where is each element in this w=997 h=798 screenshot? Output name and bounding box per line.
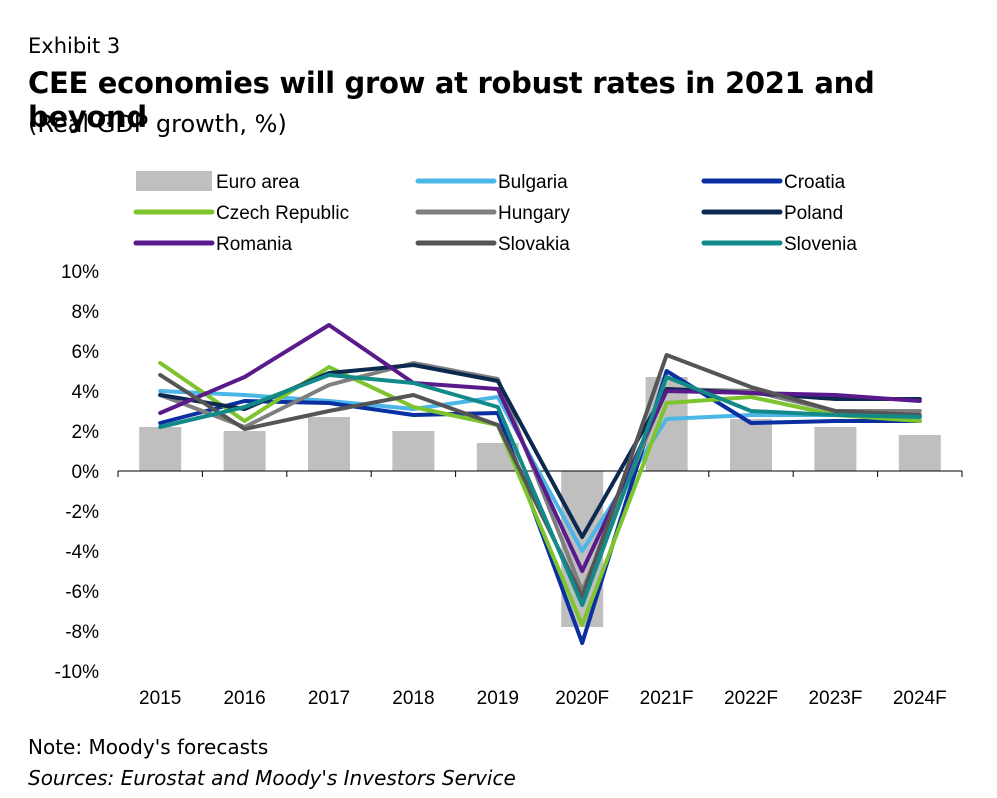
series-line-czech-republic: [158, 361, 922, 627]
note-text: Note: Moody's forecasts: [28, 735, 269, 759]
legend-label-poland: Poland: [784, 203, 843, 224]
x-tick-label: 2016: [223, 688, 265, 709]
y-tick-label: -4%: [65, 542, 99, 563]
y-tick-label: 10%: [61, 262, 99, 283]
y-tick-label: -10%: [55, 662, 99, 683]
euro-area-bar: [392, 431, 435, 471]
x-tick-label: 2019: [477, 688, 519, 709]
euro-area-bar: [308, 417, 350, 471]
euro-area-bar: [139, 427, 182, 471]
legend-label-slovakia: Slovakia: [498, 234, 570, 255]
euro-area-bar: [730, 419, 772, 471]
series-line-slovenia: [158, 373, 922, 607]
euro-area-bar: [898, 435, 941, 471]
legend-label-croatia: Croatia: [784, 172, 846, 193]
y-tick-label: 0%: [72, 462, 100, 483]
chart-subtitle: (Real GDP growth, %): [28, 110, 287, 138]
legend-label-euro-area: Euro area: [216, 172, 300, 193]
x-tick-label: 2021F: [640, 688, 694, 709]
exhibit-label: Exhibit 3: [28, 34, 121, 58]
y-tick-label: 6%: [72, 342, 100, 363]
chart-title: CEE economies will grow at robust rates …: [28, 66, 875, 134]
legend: Euro area Bulgaria Croatia Czech Republic Hu…: [133, 171, 857, 255]
x-tick-label: 2022F: [724, 688, 778, 709]
y-tick-label: -8%: [65, 622, 99, 643]
legend-label-slovenia: Slovenia: [784, 234, 857, 255]
legend-label-bulgaria: Bulgaria: [498, 172, 568, 193]
y-tick-label: 8%: [72, 302, 100, 323]
country-lines: [158, 323, 922, 645]
legend-label-czech-republic: Czech Republic: [216, 203, 349, 224]
legend-label-romania: Romania: [216, 234, 292, 255]
y-axis: 10% 8% 6% 4% 2% 0% -2% -4% -6% -8% -10%: [55, 262, 99, 683]
x-tick-label: 2018: [392, 688, 434, 709]
euro-area-bar: [814, 427, 857, 471]
x-tick-label: 2020F: [555, 688, 609, 709]
x-tick-label: 2023F: [808, 688, 862, 709]
x-tick-label: 2015: [139, 688, 181, 709]
series-line-romania: [158, 323, 922, 573]
y-tick-label: 2%: [72, 422, 100, 443]
x-tick-label: 2017: [308, 688, 350, 709]
legend-swatch-euro-area: [136, 171, 212, 191]
x-tick-label: 2024F: [893, 688, 947, 709]
euro-area-bar: [223, 431, 266, 471]
y-tick-label: 4%: [72, 382, 100, 403]
y-tick-label: -2%: [65, 502, 99, 523]
sources-text: Sources: Eurostat and Moody's Investors …: [28, 766, 516, 790]
legend-label-hungary: Hungary: [498, 203, 570, 224]
y-tick-label: -6%: [65, 582, 99, 603]
